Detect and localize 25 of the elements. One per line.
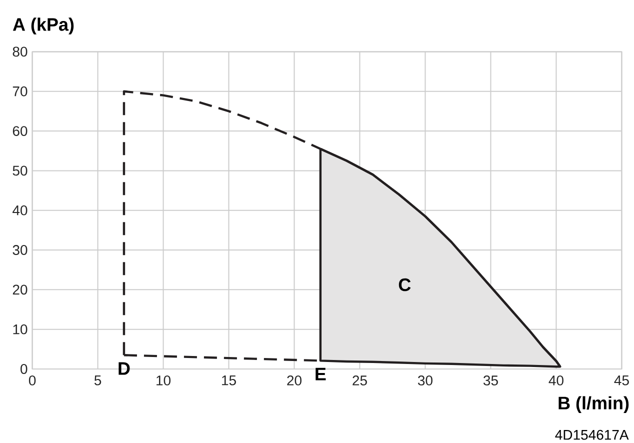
x-tick-label: 0 [28, 376, 36, 386]
x-axis-title: B (l/min) [558, 396, 629, 413]
x-tick-label: 10 [156, 376, 171, 386]
y-tick-label: 0 [20, 364, 28, 374]
x-tick-label: 15 [222, 376, 236, 386]
y-tick-label: 40 [12, 205, 28, 216]
x-tick-label: 25 [352, 376, 367, 386]
y-tick-label: 70 [12, 86, 28, 96]
y-tick-label: 60 [12, 126, 28, 136]
y-axis-title: A (kPa) [12, 18, 74, 34]
y-tick-label: 10 [13, 324, 28, 334]
x-tick-label: 40 [548, 376, 564, 386]
y-tick-label: 20 [12, 284, 28, 295]
y-tick-label: 80 [12, 46, 28, 57]
annotation: E [316, 368, 326, 380]
x-tick-label: 20 [287, 376, 302, 386]
x-tick-label: 5 [94, 376, 102, 386]
y-tick-label: 30 [12, 245, 28, 255]
annotation: C [398, 278, 411, 292]
annotation: D [118, 362, 130, 375]
x-tick-label: 45 [614, 376, 629, 386]
text: 4D154617A [555, 430, 629, 440]
y-tick-label: 50 [12, 166, 28, 176]
x-tick-label: 35 [483, 376, 498, 386]
x-tick-label: 30 [418, 376, 432, 386]
